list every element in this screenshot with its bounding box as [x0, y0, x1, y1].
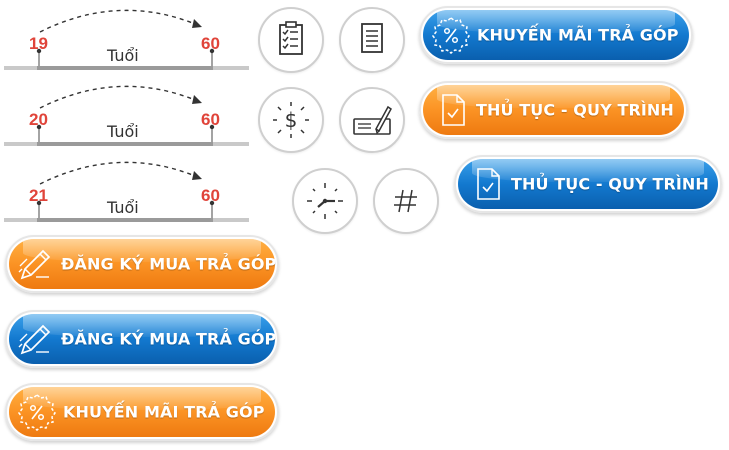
end-age: 60: [201, 110, 220, 129]
procedure-button[interactable]: THỦ TỤC - QUY TRÌNH: [419, 81, 688, 139]
signature-pen-icon[interactable]: [339, 87, 405, 153]
age-timeline-1: 19 60 Tuổi: [4, 4, 249, 76]
age-unit-label: Tuổi: [107, 122, 139, 141]
start-age: 21: [29, 186, 48, 205]
hash-icon[interactable]: [373, 168, 439, 234]
percent-badge-icon: [18, 394, 56, 431]
timeline-graphic: [4, 9, 249, 70]
clipboard-checklist-icon[interactable]: [258, 7, 324, 73]
age-timeline-3: 21 60 Tuổi: [4, 156, 249, 228]
timeline-graphic: [4, 85, 249, 146]
clock-icon[interactable]: [292, 168, 358, 234]
age-timeline-2: 20 60 Tuổi: [4, 80, 249, 152]
promo-installment-button[interactable]: KHUYẾN MÃI TRẢ GÓP: [5, 383, 279, 441]
button-label: THỦ TỤC - QUY TRÌNH: [511, 174, 709, 194]
register-installment-button[interactable]: ĐĂNG KÝ MUA TRẢ GÓP: [5, 235, 279, 293]
button-label: ĐĂNG KÝ MUA TRẢ GÓP: [61, 254, 277, 274]
button-label: ĐĂNG KÝ MUA TRẢ GÓP: [61, 329, 277, 349]
age-unit-label: Tuổi: [107, 46, 139, 65]
button-label: THỦ TỤC - QUY TRÌNH: [476, 100, 674, 120]
button-label: KHUYẾN MÃI TRẢ GÓP: [477, 25, 679, 45]
procedure-button[interactable]: THỦ TỤC - QUY TRÌNH: [454, 155, 722, 213]
document-check-icon: [477, 168, 500, 200]
document-check-icon: [442, 94, 465, 126]
timeline-graphic: [4, 161, 249, 222]
register-installment-button[interactable]: ĐĂNG KÝ MUA TRẢ GÓP: [5, 310, 279, 368]
end-age: 60: [201, 186, 220, 205]
dollar-sparkle-icon[interactable]: $: [258, 87, 324, 153]
end-age: 60: [201, 34, 220, 53]
percent-badge-icon: [432, 17, 470, 54]
pen-write-icon: [18, 324, 51, 355]
pen-write-icon: [18, 249, 51, 280]
button-label: KHUYẾN MÃI TRẢ GÓP: [63, 402, 265, 422]
start-age: 19: [29, 34, 48, 53]
promo-installment-button[interactable]: KHUYẾN MÃI TRẢ GÓP: [419, 6, 693, 64]
document-lines-icon[interactable]: [339, 7, 405, 73]
start-age: 20: [29, 110, 48, 129]
svg-text:$: $: [285, 108, 298, 132]
age-unit-label: Tuổi: [107, 198, 139, 217]
